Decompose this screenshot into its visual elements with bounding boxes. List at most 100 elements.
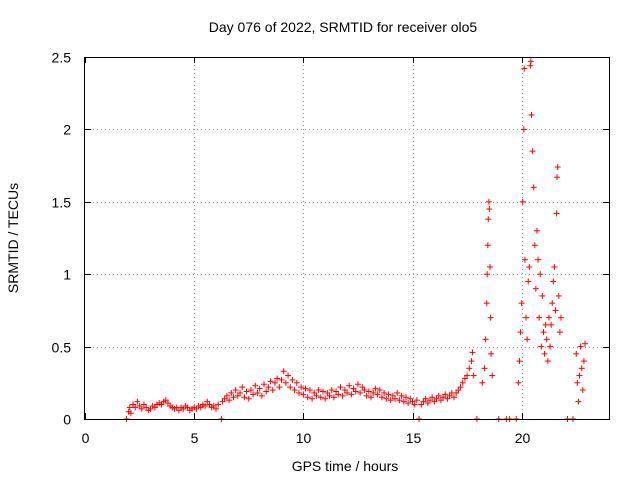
data-point [521,65,528,72]
data-point [413,397,420,404]
data-point [435,392,442,399]
data-point [580,358,587,365]
data-point [516,358,523,365]
data-point [429,394,436,401]
data-point [385,391,392,398]
data-point [357,389,364,396]
data-point [319,388,326,395]
data-point [274,375,281,382]
data-point [555,292,562,299]
data-point [525,278,532,285]
data-point [298,384,305,391]
x-axis-title: GPS time / hours [292,458,399,474]
data-point [291,387,298,394]
data-point [245,395,252,402]
data-point [489,372,496,379]
data-point [202,402,209,409]
data-point [520,126,527,133]
data-point [372,385,379,392]
y-tick-label: 2 [63,122,71,138]
data-point [213,405,219,412]
data-point [394,389,401,396]
data-point [470,372,477,379]
data-point [368,394,375,401]
data-point [252,382,259,389]
data-point [547,343,554,350]
data-point [374,391,381,398]
data-point [524,336,531,343]
data-point [552,307,559,314]
data-point [280,368,287,375]
data-point [533,227,540,234]
data-point [537,271,544,278]
data-point [335,391,342,398]
data-point [543,336,550,343]
data-point [138,405,145,412]
data-point [469,349,476,356]
data-point [365,388,372,395]
data-point [387,397,394,404]
data-point [553,210,560,217]
data-point [422,395,429,402]
data-point [544,358,551,365]
data-point [479,379,486,386]
x-tick-label: 0 [82,430,90,446]
data-point [398,392,405,399]
data-point [352,388,359,395]
data-point [326,392,333,399]
data-point [526,263,533,270]
data-point [134,398,141,405]
data-point [269,387,276,394]
y-tick-labels: 0 0.5 1 1.5 2 2.5 [52,50,72,428]
data-point [232,387,239,394]
x-tick-labels: 0 5 10 15 20 [82,430,531,446]
data-point [243,388,250,395]
data-point [265,384,272,391]
data-point [530,184,537,191]
grid-lines [85,57,609,419]
data-point [226,397,233,404]
data-point [486,206,493,213]
data-point [523,314,530,321]
data-point [450,394,457,401]
axis-ticks [85,57,609,420]
data-point [579,387,586,394]
data-point [302,385,309,392]
data-point [554,164,561,171]
data-point [517,329,524,336]
data-point [487,263,494,270]
data-point [539,292,546,299]
data-point [267,378,274,385]
x-tick-label: 15 [406,430,422,446]
data-point [287,384,294,391]
data-point [309,395,316,402]
data-point [126,404,133,411]
data-point [300,391,307,398]
data-point [315,387,322,394]
data-point [549,300,556,307]
data-point [485,198,492,205]
data-point [282,379,289,386]
data-point [230,394,237,401]
data-point [488,350,495,357]
data-point [554,174,561,181]
data-point [578,365,585,372]
data-point [348,391,355,398]
y-axis-title: SRMTID / TECUs [5,183,21,293]
data-point [237,389,244,396]
data-point [556,329,563,336]
data-point [581,340,588,347]
data-point [354,381,361,388]
data-points [123,58,588,422]
data-point [330,394,337,401]
data-point [363,392,370,399]
data-point [531,242,538,249]
x-tick-label: 20 [515,430,531,446]
data-point [254,389,261,396]
data-point [337,384,344,391]
data-point [485,216,492,223]
data-point [223,392,230,399]
data-point [396,397,403,404]
data-point [376,387,383,394]
data-point [575,398,582,405]
